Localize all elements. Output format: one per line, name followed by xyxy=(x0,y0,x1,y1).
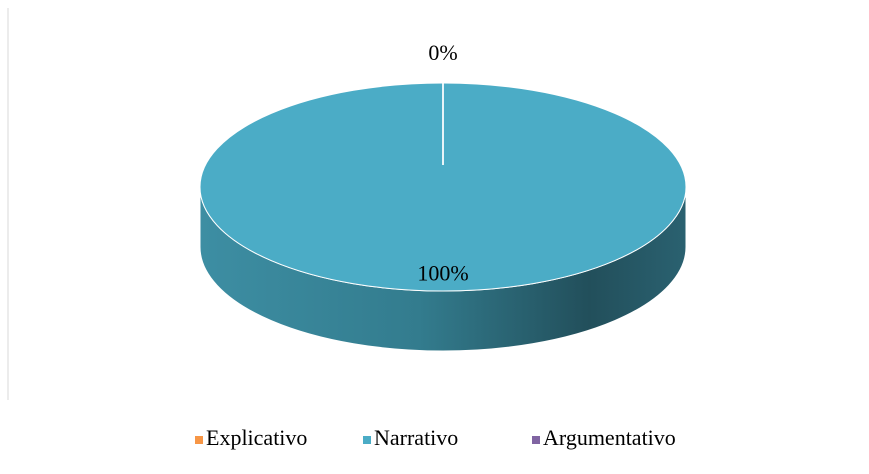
legend-swatch xyxy=(195,436,203,444)
data-label: 100% xyxy=(417,260,468,285)
legend-label: Narrativo xyxy=(374,425,458,450)
legend-label: Explicativo xyxy=(206,425,307,450)
legend-label: Argumentativo xyxy=(543,425,676,450)
data-label: 0% xyxy=(428,40,457,65)
legend-swatch xyxy=(363,436,371,444)
legend-swatch xyxy=(532,436,540,444)
